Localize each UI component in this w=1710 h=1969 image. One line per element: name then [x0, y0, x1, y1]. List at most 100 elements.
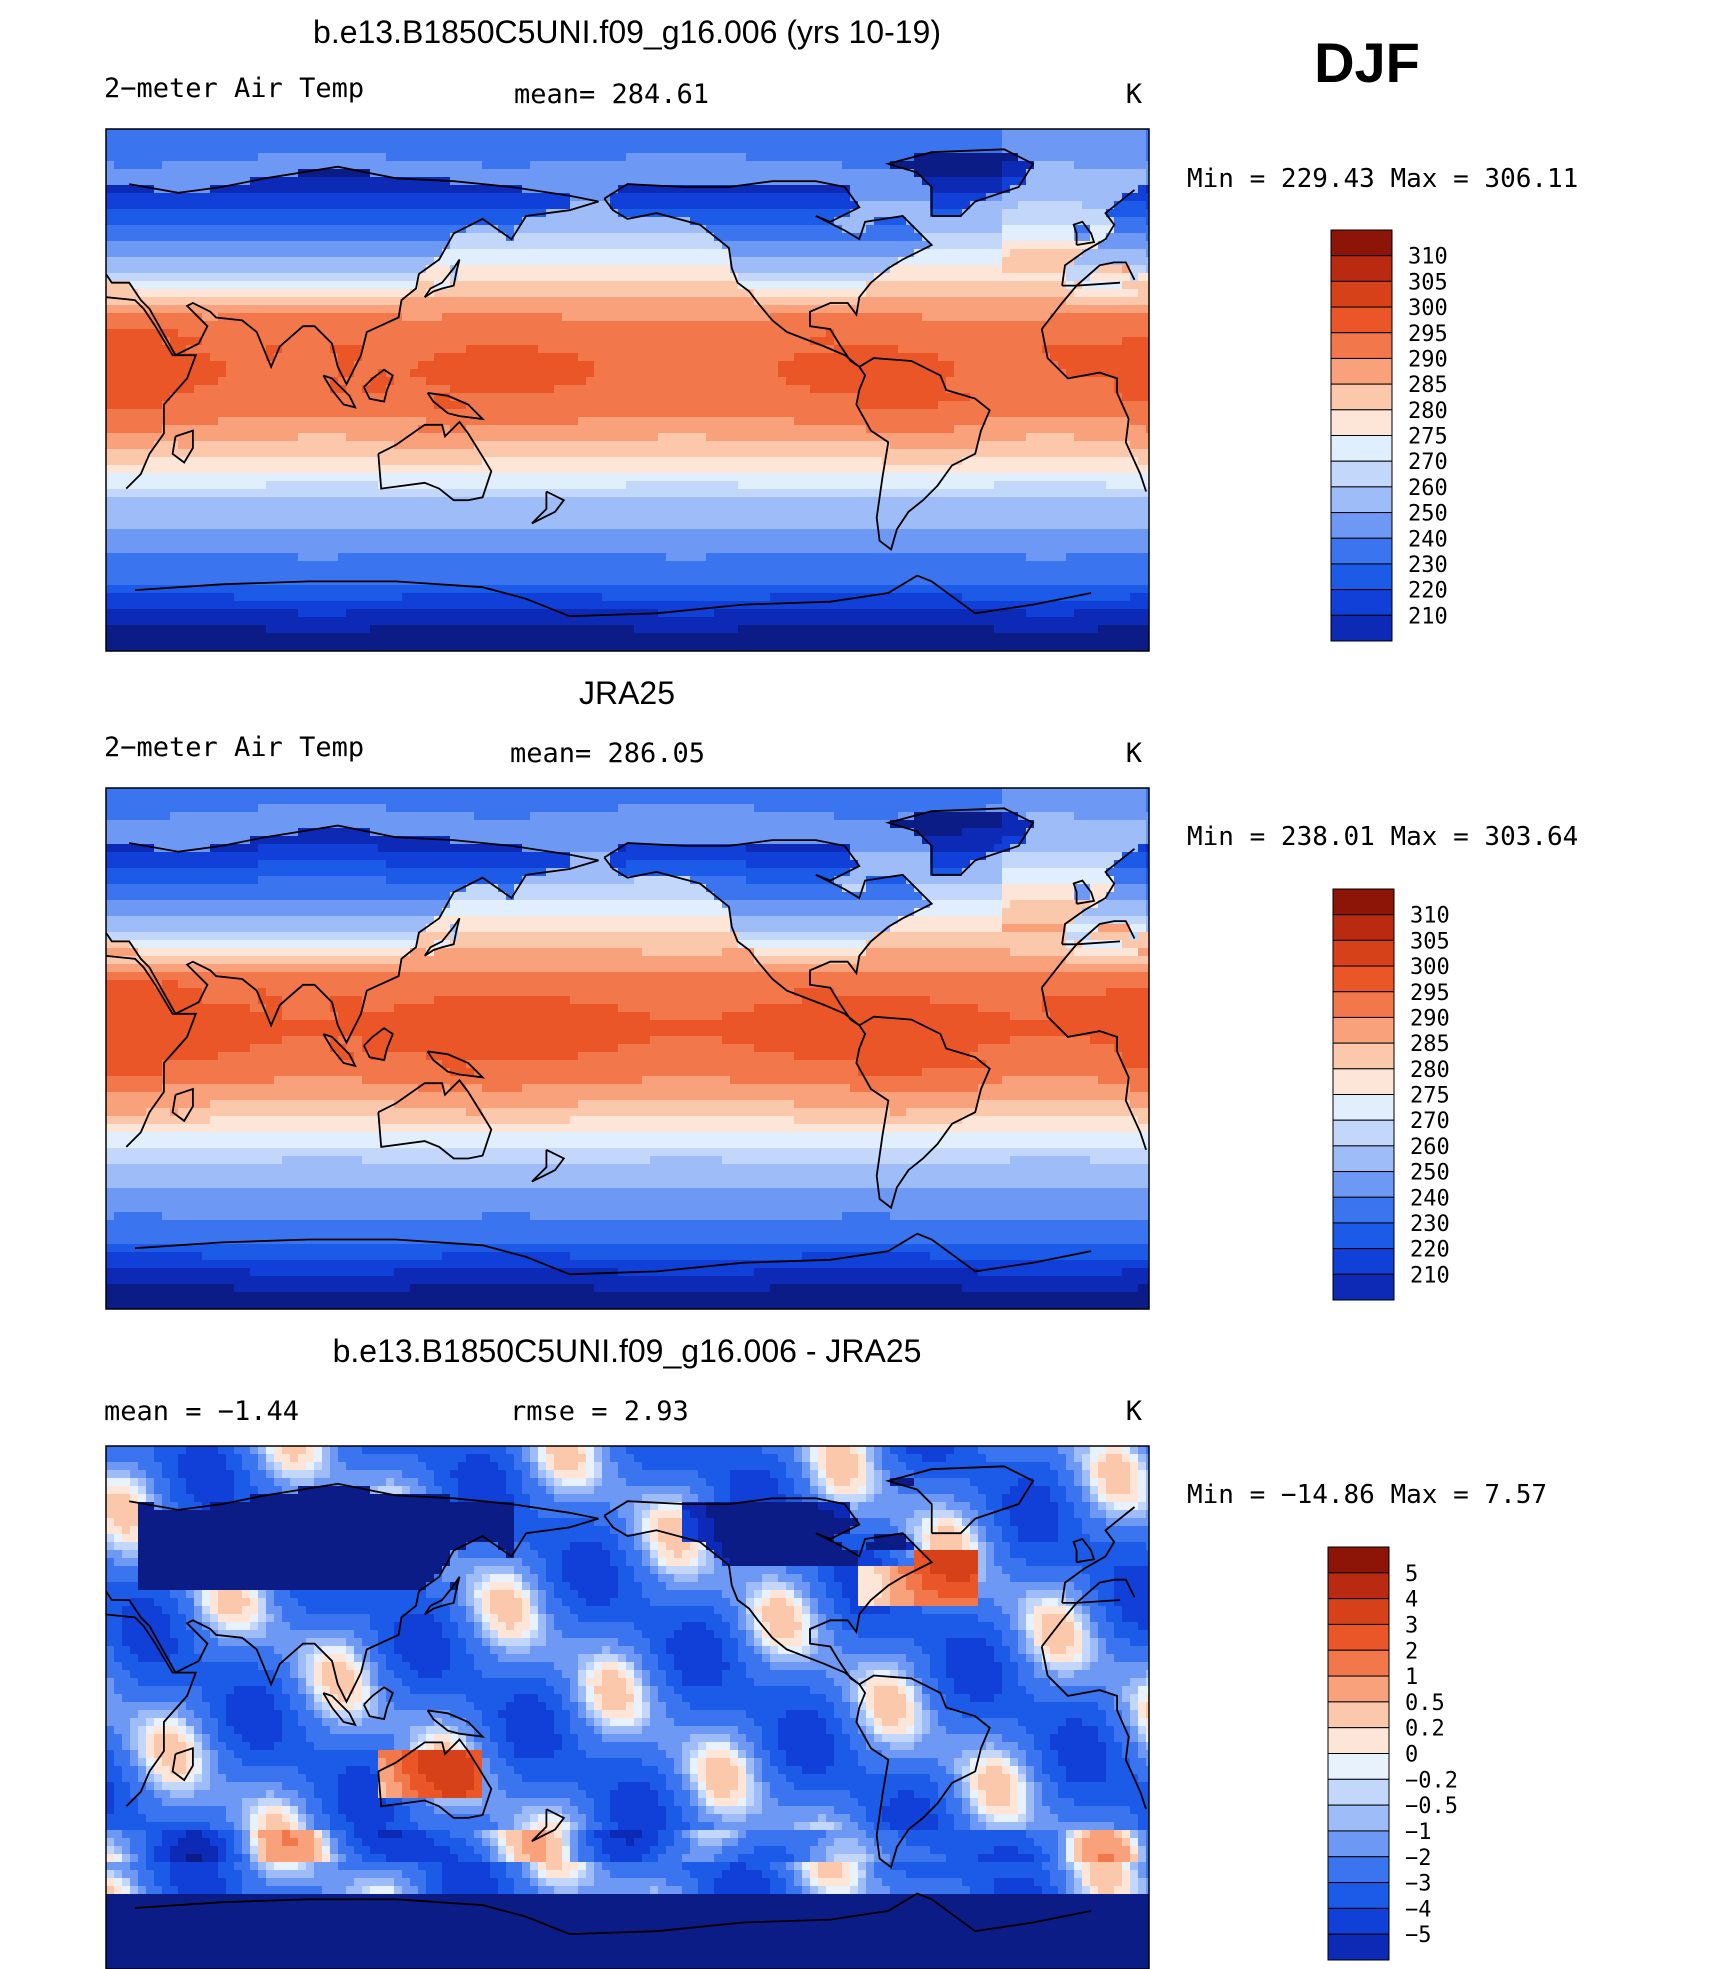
field-cell: [362, 185, 371, 194]
field-cell: [738, 225, 747, 234]
field-cell: [642, 289, 651, 298]
field-cell: [546, 369, 555, 378]
field-cell: [322, 385, 331, 394]
field-cell: [106, 185, 115, 194]
field-cell: [114, 209, 123, 218]
field-cell: [506, 265, 515, 274]
field-cell: [106, 249, 115, 258]
field-cell: [634, 233, 643, 242]
field-cell: [946, 369, 955, 378]
field-cell: [394, 401, 403, 410]
field-cell: [882, 273, 891, 282]
field-cell: [266, 321, 275, 330]
field-cell: [266, 401, 275, 410]
field-cell: [914, 225, 923, 234]
field-cell: [762, 257, 771, 266]
field-cell: [410, 329, 419, 338]
field-cell: [178, 225, 187, 234]
field-cell: [1106, 337, 1115, 346]
field-cell: [218, 145, 227, 154]
field-cell: [466, 161, 475, 170]
field-cell: [914, 233, 923, 242]
field-cell: [698, 393, 707, 402]
field-cell: [970, 321, 979, 330]
field-cell: [898, 209, 907, 218]
field-cell: [466, 305, 475, 314]
field-cell: [730, 153, 739, 162]
field-cell: [914, 161, 923, 170]
field-cell: [1114, 321, 1123, 330]
field-cell: [906, 289, 915, 298]
field-cell: [210, 385, 219, 394]
field-cell: [130, 433, 139, 442]
field-cell: [698, 377, 707, 386]
field-cell: [210, 321, 219, 330]
field-cell: [250, 145, 259, 154]
field-cell: [194, 369, 203, 378]
field-cell: [610, 193, 619, 202]
field-cell: [274, 185, 283, 194]
field-cell: [690, 361, 699, 370]
field-cell: [1114, 337, 1123, 346]
field-cell: [482, 385, 491, 394]
field-cell: [682, 201, 691, 210]
field-cell: [538, 137, 547, 146]
field-cell: [530, 337, 539, 346]
field-cell: [1146, 329, 1149, 338]
field-cell: [578, 273, 587, 282]
field-cell: [1122, 305, 1131, 314]
field-cell: [1042, 193, 1051, 202]
field-cell: [130, 145, 139, 154]
field-cell: [842, 241, 851, 250]
field-cell: [1026, 249, 1035, 258]
field-cell: [178, 377, 187, 386]
field-cell: [506, 321, 515, 330]
field-cell: [754, 377, 763, 386]
field-cell: [258, 209, 267, 218]
field-cell: [690, 297, 699, 306]
field-cell: [394, 193, 403, 202]
field-cell: [258, 217, 267, 226]
field-cell: [682, 137, 691, 146]
field-cell: [498, 297, 507, 306]
field-cell: [762, 201, 771, 210]
field-cell: [738, 329, 747, 338]
field-cell: [962, 393, 971, 402]
field-cell: [538, 369, 547, 378]
field-cell: [770, 225, 779, 234]
field-cell: [1122, 273, 1131, 282]
field-cell: [1058, 265, 1067, 274]
field-cell: [994, 329, 1003, 338]
field-cell: [602, 297, 611, 306]
field-cell: [554, 241, 563, 250]
field-cell: [354, 281, 363, 290]
field-cell: [498, 273, 507, 282]
field-cell: [394, 145, 403, 154]
field-cell: [858, 257, 867, 266]
field-cell: [1146, 265, 1149, 274]
field-cell: [914, 129, 923, 138]
field-cell: [106, 297, 115, 306]
field-cell: [138, 345, 147, 354]
field-cell: [434, 217, 443, 226]
field-cell: [1106, 377, 1115, 386]
field-cell: [114, 217, 123, 226]
field-cell: [938, 297, 947, 306]
field-cell: [746, 273, 755, 282]
field-cell: [138, 153, 147, 162]
field-cell: [1114, 305, 1123, 314]
field-cell: [314, 377, 323, 386]
field-cell: [162, 297, 171, 306]
field-cell: [890, 289, 899, 298]
field-cell: [122, 313, 131, 322]
field-cell: [562, 273, 571, 282]
field-cell: [834, 169, 843, 178]
field-cell: [266, 201, 275, 210]
field-cell: [130, 321, 139, 330]
field-cell: [794, 377, 803, 386]
field-cell: [202, 297, 211, 306]
field-cell: [122, 361, 131, 370]
field-cell: [426, 209, 435, 218]
field-cell: [506, 329, 515, 338]
field-cell: [378, 201, 387, 210]
